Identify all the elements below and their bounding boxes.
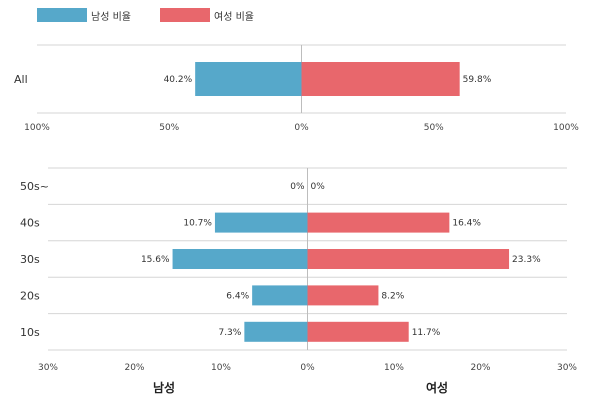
data-label-male: 0%	[290, 182, 305, 192]
data-label-female: 11.7%	[412, 328, 441, 338]
data-label-female: 8.2%	[381, 291, 404, 301]
legend-item-female[interactable]: 여성 비율	[160, 7, 254, 23]
data-label-male: 15.6%	[141, 255, 170, 265]
bar-male	[172, 249, 308, 269]
data-label-female: 59.8%	[463, 75, 492, 85]
category-label: 30s	[20, 253, 40, 266]
legend-label-male: 남성 비율	[91, 11, 131, 23]
x-tick-label: 100%	[553, 123, 579, 133]
x-tick-label: 20%	[124, 363, 144, 373]
x-tick-label: 20%	[470, 363, 490, 373]
data-label-female: 23.3%	[512, 255, 541, 265]
category-label: 10s	[20, 326, 40, 339]
bar-female	[307, 285, 379, 306]
x-tick-label: 50%	[424, 123, 444, 133]
bar-male	[214, 212, 308, 233]
bar-male	[244, 321, 308, 342]
x-axis-label-male: 남성	[153, 380, 175, 395]
data-label-male: 6.4%	[226, 291, 249, 301]
legend-swatch-male	[37, 8, 87, 22]
data-label-male: 10.7%	[183, 219, 212, 229]
category-label: 40s	[20, 217, 40, 230]
x-tick-label: 30%	[38, 363, 58, 373]
legend-swatch-female	[160, 8, 210, 22]
category-label: All	[14, 73, 28, 86]
chart-legend: 남성 비율 여성 비율	[0, 0, 600, 30]
bar-female	[307, 321, 409, 342]
category-label: 50s~	[20, 180, 49, 193]
bar-female	[307, 212, 450, 233]
data-label-male: 40.2%	[164, 75, 193, 85]
x-tick-label: 0%	[300, 363, 315, 373]
bar-female	[307, 249, 510, 269]
data-label-female: 16.4%	[452, 219, 481, 229]
data-label-female: 0%	[311, 182, 326, 192]
legend-label-female: 여성 비율	[214, 11, 254, 23]
x-tick-label: 100%	[24, 123, 50, 133]
x-tick-label: 10%	[384, 363, 404, 373]
data-label-male: 7.3%	[218, 328, 241, 338]
legend-item-male[interactable]: 남성 비율	[37, 7, 131, 23]
x-axis-label-female: 여성	[426, 380, 448, 395]
bar-male	[195, 62, 302, 96]
x-tick-label: 10%	[211, 363, 231, 373]
category-label: 20s	[20, 289, 40, 302]
bar-female	[301, 62, 460, 96]
x-tick-label: 50%	[159, 123, 179, 133]
bar-male	[252, 285, 308, 306]
x-tick-label: 0%	[294, 123, 309, 133]
x-tick-label: 30%	[557, 363, 577, 373]
